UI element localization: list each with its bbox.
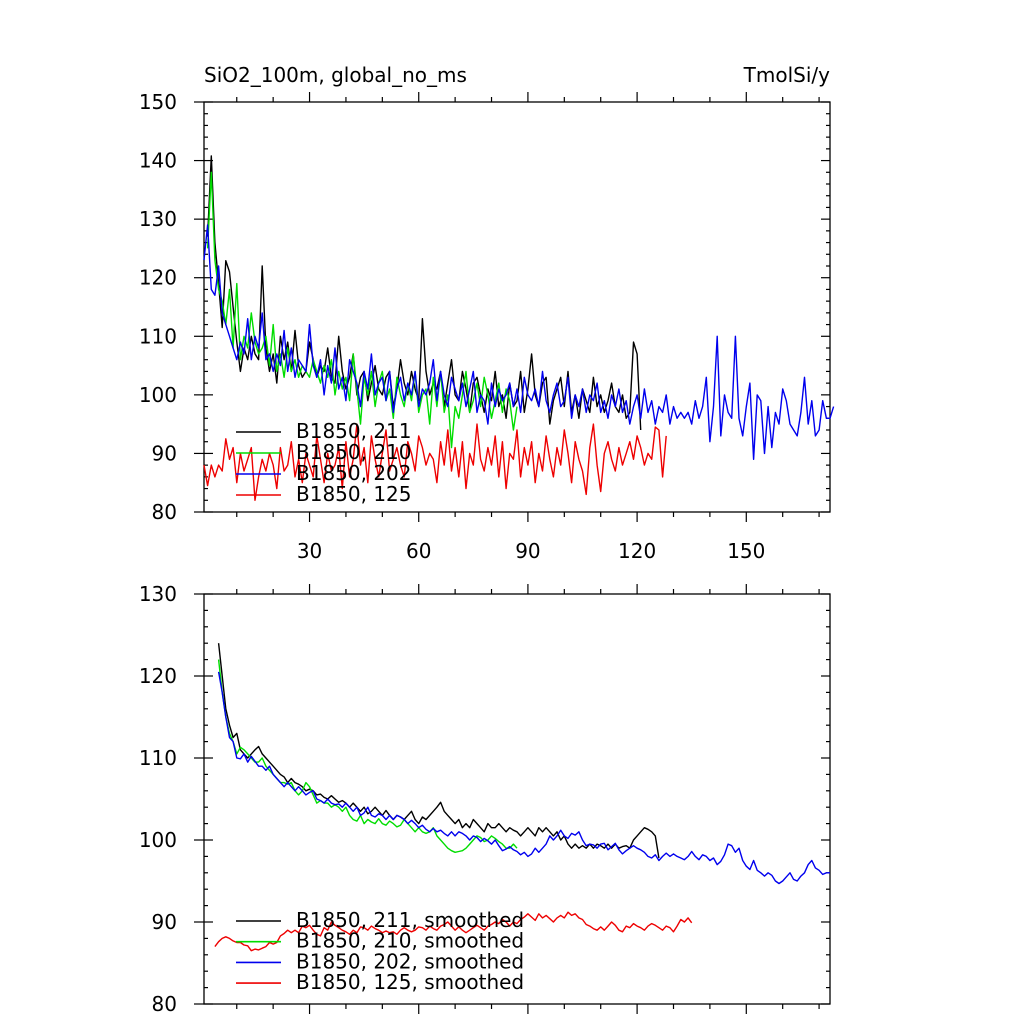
y-tick-label: 80	[152, 992, 177, 1016]
top-x-tick-labels: 30 60 90 120 150	[297, 539, 766, 563]
x-tick-label: 90	[515, 539, 540, 563]
y-tick-label: 80	[152, 500, 177, 524]
top-panel-units: TmolSi/y	[743, 63, 830, 87]
top-plot-frame	[203, 101, 831, 513]
y-tick-label: 120	[139, 266, 177, 290]
legend-label: B1850, 210	[296, 440, 412, 464]
y-tick-label: 90	[152, 910, 177, 934]
y-tick-label: 120	[139, 664, 177, 688]
top-y-tick-labels: 80 90 100 110 120 130 140 150	[139, 90, 177, 524]
top-panel-title: SiO2_100m, global_no_ms	[204, 63, 467, 87]
bottom-series-lines	[214, 643, 830, 952]
legend-label: B1850, 125	[296, 482, 412, 506]
y-tick-label: 130	[139, 207, 177, 231]
x-tick-label: 30	[297, 539, 322, 563]
y-tick-label: 130	[139, 582, 177, 606]
top-panel: SiO2_100m, global_no_ms TmolSi/y 80 90 100…	[139, 63, 835, 563]
legend-label: B1850, 211	[296, 419, 412, 443]
legend-label: B1850, 202, smoothed	[296, 949, 524, 973]
y-tick-label: 110	[139, 324, 177, 348]
x-tick-label: 60	[406, 539, 431, 563]
bottom-axis-ticks	[194, 584, 830, 1014]
series-line-b1850-202-smoothed	[217, 671, 830, 885]
x-tick-label: 120	[618, 539, 656, 563]
top-axis-ticks	[194, 92, 830, 522]
series-line-b1850-202	[203, 224, 835, 460]
bottom-y-tick-labels: 80 90 100 110 120 130	[139, 582, 177, 1016]
y-tick-label: 140	[139, 149, 177, 173]
y-tick-label: 90	[152, 441, 177, 465]
top-series-lines	[203, 155, 835, 501]
legend-label: B1850, 210, smoothed	[296, 929, 524, 953]
x-tick-label: 150	[727, 539, 765, 563]
y-tick-label: 150	[139, 90, 177, 114]
y-tick-label: 100	[139, 383, 177, 407]
y-tick-label: 110	[139, 746, 177, 770]
series-line-b1850-210-smoothed	[217, 659, 518, 853]
bottom-plot-frame	[203, 593, 831, 1005]
y-tick-label: 100	[139, 828, 177, 852]
series-line-b1850-211	[206, 155, 642, 431]
series-line-b1850-125-smoothed	[214, 911, 693, 952]
legend-label: B1850, 125, smoothed	[296, 970, 524, 994]
legend-label: B1850, 211, smoothed	[296, 908, 524, 932]
legend-label: B1850, 202	[296, 461, 412, 485]
series-line-b1850-211-smoothed	[217, 643, 660, 859]
series-line-b1850-125	[203, 423, 667, 501]
series-line-b1850-210	[206, 171, 518, 449]
